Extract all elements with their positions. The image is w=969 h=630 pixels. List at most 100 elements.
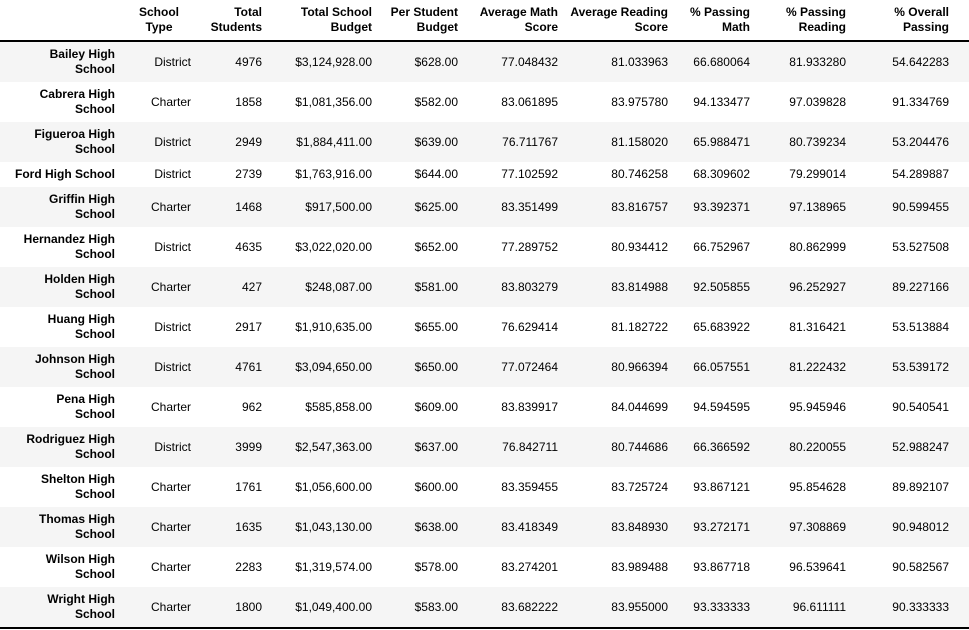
cell-average-reading-score: 81.158020	[611, 134, 668, 149]
column-header-total-school-budget: Total School Budget	[268, 0, 378, 42]
cell-average-reading-score: 81.182722	[611, 319, 668, 334]
cell-total-school-budget: $3,124,928.00	[295, 54, 372, 69]
cell-pct-passing-reading: 97.039828	[789, 94, 846, 109]
index-header	[0, 0, 121, 42]
cell-average-math-score: 83.351499	[501, 199, 558, 214]
cell-pct-overall-passing: 53.527508	[892, 239, 949, 254]
table-row: Hernandez High School District 4635 $3,022,…	[0, 227, 969, 267]
cell-school-type: Charter	[150, 399, 191, 414]
cell-per-student-budget: $639.00	[414, 134, 458, 149]
column-header-average-reading-score: Average Reading Score	[564, 0, 674, 42]
cell-average-math-score: 77.072464	[501, 359, 558, 374]
cell-school-type: Charter	[150, 519, 191, 534]
cell-pct-overall-passing: 54.642283	[892, 54, 949, 69]
cell-per-student-budget: $600.00	[414, 479, 458, 494]
cell-per-student-budget: $652.00	[414, 239, 458, 254]
cell-pct-overall-passing: 53.539172	[892, 359, 949, 374]
cell-school-type: District	[154, 319, 191, 334]
cell-average-math-score: 83.359455	[501, 479, 558, 494]
cell-pct-passing-reading: 81.933280	[789, 54, 846, 69]
cell-average-reading-score: 83.955000	[564, 587, 674, 629]
cell-total-school-budget: $1,081,356.00	[295, 94, 372, 109]
cell-average-reading-score: 84.044699	[611, 399, 668, 414]
cell-per-student-budget: $578.00	[414, 559, 458, 574]
row-school-name: Cabrera High School	[39, 87, 115, 116]
cell-total-students: 2283	[235, 559, 262, 574]
cell-pct-passing-reading: 97.308869	[789, 519, 846, 534]
table-header: School Type Total Students Total School Bu…	[0, 0, 969, 42]
table-row: Rodriguez High School District 3999 $2,547,…	[0, 427, 969, 467]
cell-school-type: District	[154, 239, 191, 254]
table-header-row: School Type Total Students Total School Bu…	[0, 0, 969, 42]
cell-average-math-score: 77.102592	[501, 167, 558, 181]
cell-per-student-budget: $638.00	[414, 519, 458, 534]
cell-total-students: 2949	[235, 134, 262, 149]
column-header-per-student-budget: Per Student Budget	[378, 0, 464, 42]
cell-total-students: 4976	[235, 54, 262, 69]
cell-total-students: 962	[241, 399, 262, 414]
cell-pct-passing-math: 92.505855	[693, 279, 750, 294]
cell-average-math-score: 77.289752	[501, 239, 558, 254]
cell-pct-passing-math: 93.392371	[693, 199, 750, 214]
cell-average-reading-score: 80.744686	[611, 439, 668, 454]
cell-total-school-budget: $1,049,400.00	[268, 587, 378, 629]
cell-per-student-budget: $655.00	[414, 319, 458, 334]
cell-pct-passing-math: 94.594595	[693, 399, 750, 414]
column-header-school-type: School Type	[121, 0, 197, 42]
cell-school-type: Charter	[150, 559, 191, 574]
cell-total-students: 4635	[235, 239, 262, 254]
cell-total-school-budget: $1,763,916.00	[295, 167, 372, 181]
cell-average-reading-score: 80.934412	[611, 239, 668, 254]
cell-pct-overall-passing: 53.204476	[892, 134, 949, 149]
cell-total-students: 1858	[235, 94, 262, 109]
cell-average-math-score: 76.842711	[502, 439, 558, 454]
table-row: Huang High School District 2917 $1,910,635.…	[0, 307, 969, 347]
cell-average-reading-score: 81.033963	[611, 54, 668, 69]
cell-total-students: 2739	[235, 167, 262, 181]
cell-total-students: 1635	[235, 519, 262, 534]
cell-total-school-budget: $1,319,574.00	[295, 559, 372, 574]
row-school-name: Griffin High School	[49, 192, 115, 221]
cell-pct-passing-math: 94.133477	[693, 94, 750, 109]
cell-total-students: 1468	[235, 199, 262, 214]
cell-pct-overall-passing: 91.334769	[892, 94, 949, 109]
row-school-name: Bailey High School	[49, 47, 115, 76]
cell-pct-passing-reading: 80.739234	[789, 134, 846, 149]
cell-pct-passing-math: 93.333333	[674, 587, 756, 629]
cell-pct-passing-reading: 95.945946	[789, 399, 846, 414]
cell-pct-passing-math: 66.057551	[693, 359, 750, 374]
cell-average-math-score: 77.048432	[501, 54, 558, 69]
cell-per-student-budget: $637.00	[414, 439, 458, 454]
cell-pct-passing-math: 93.867718	[693, 559, 750, 574]
table-row: Thomas High School Charter 1635 $1,043,130.…	[0, 507, 969, 547]
cell-total-students: 4761	[235, 359, 262, 374]
column-header-pct-passing-math: % Passing Math	[674, 0, 756, 42]
cell-pct-passing-reading: 96.539641	[789, 559, 846, 574]
column-header-average-math-score: Average Math Score	[464, 0, 564, 42]
cell-pct-passing-math: 66.752967	[693, 239, 750, 254]
cell-total-school-budget: $3,094,650.00	[295, 359, 372, 374]
table-row: Cabrera High School Charter 1858 $1,081,356…	[0, 82, 969, 122]
cell-school-type: District	[154, 134, 191, 149]
row-school-name: Johnson High School	[35, 352, 115, 381]
cell-school-type: District	[154, 359, 191, 374]
cell-total-students: 2917	[235, 319, 262, 334]
cell-pct-passing-math: 65.988471	[693, 134, 750, 149]
row-school-name: Holden High School	[44, 272, 115, 301]
cell-per-student-budget: $609.00	[414, 399, 458, 414]
table-body: Bailey High School District 4976 $3,124,928…	[0, 41, 969, 629]
cell-pct-passing-reading: 96.611111	[756, 587, 852, 629]
cell-average-math-score: 76.711767	[502, 134, 558, 149]
cell-pct-overall-passing: 90.948012	[892, 519, 949, 534]
cell-per-student-budget: $625.00	[414, 199, 458, 214]
cell-pct-overall-passing: 54.289887	[892, 167, 949, 181]
table-row: Johnson High School District 4761 $3,094,65…	[0, 347, 969, 387]
row-school-name: Ford High School	[15, 167, 115, 181]
cell-total-students: 1800	[197, 587, 268, 629]
cell-total-school-budget: $585,858.00	[305, 399, 372, 414]
cell-total-school-budget: $1,910,635.00	[295, 319, 372, 334]
cell-school-type: District	[154, 54, 191, 69]
cell-pct-passing-reading: 79.299014	[789, 167, 846, 181]
column-header-pct-overall-passing: % Overall Passing	[852, 0, 969, 42]
cell-pct-passing-math: 66.680064	[693, 54, 750, 69]
